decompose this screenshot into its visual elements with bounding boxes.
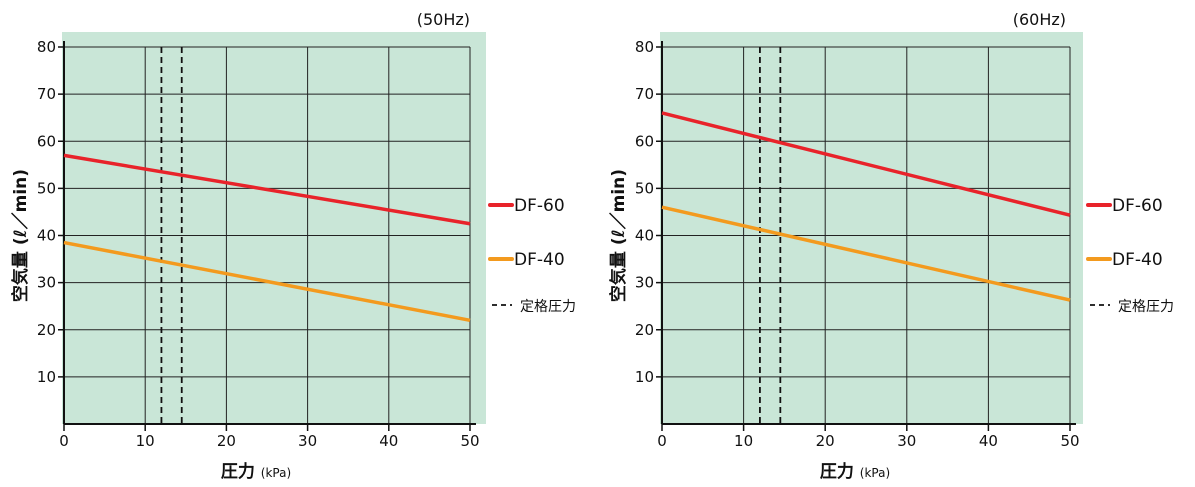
- legend-label: DF-60: [514, 196, 565, 216]
- x-tick-label: 30: [298, 432, 317, 450]
- x-tick-label: 10: [734, 432, 753, 450]
- legend-label: 定格圧力: [520, 299, 576, 315]
- y-tick-label: 70: [635, 85, 654, 103]
- legend-label: DF-40: [1112, 250, 1163, 270]
- chart-title: (60Hz): [1013, 10, 1066, 29]
- y-tick-label: 80: [37, 38, 56, 56]
- x-tick-label: 30: [897, 432, 916, 450]
- y-tick-label: 10: [37, 368, 56, 386]
- y-tick-label: 80: [635, 38, 654, 56]
- series-line-df-40: [63, 240, 471, 323]
- x-tick-label: 0: [59, 432, 69, 450]
- y-tick-label: 20: [37, 321, 56, 339]
- y-tick-label: 30: [635, 274, 654, 292]
- y-tick-label: 70: [37, 85, 56, 103]
- chart-50hz: 10 20 30 40 50 60 70 80 0 10 20 30 40 50 (50Hz) 空気量 (ℓ／…: [10, 10, 486, 482]
- legend-label: 定格圧力: [1118, 299, 1174, 315]
- chart-60hz: 10 20 30 40 50 60 70 80 0 10 20 30 40 50 (60Hz) 空気量 (ℓ／…: [608, 10, 1083, 482]
- x-tick-label: 50: [1060, 432, 1079, 450]
- x-axis-label: 圧力 (kPa): [221, 461, 291, 482]
- y-tick-label: 60: [635, 132, 654, 150]
- y-tick-label: 10: [635, 368, 654, 386]
- x-tick-label: 40: [379, 432, 398, 450]
- x-tick-label: 20: [217, 432, 236, 450]
- y-axis-label: 空気量 (ℓ／min): [10, 169, 31, 302]
- plot-area: [660, 32, 1083, 424]
- chart-title: (50Hz): [417, 10, 470, 29]
- series-line-df-60: [63, 153, 471, 226]
- y-tick-label: 50: [635, 179, 654, 197]
- series-line-df-60: [661, 111, 1071, 217]
- y-tick-label: 40: [635, 227, 654, 245]
- x-tick-label: 10: [136, 432, 155, 450]
- legend-label: DF-60: [1112, 196, 1163, 216]
- y-axis-label: 空気量 (ℓ／min): [608, 169, 629, 302]
- legend-50hz: DF-60 DF-40 定格圧力: [488, 196, 576, 315]
- y-tick-label: 60: [37, 132, 56, 150]
- series-line-df-40: [661, 205, 1071, 302]
- y-tick-label: 40: [37, 227, 56, 245]
- x-axis-label: 圧力 (kPa): [820, 461, 890, 482]
- x-tick-label: 20: [816, 432, 835, 450]
- y-tick-label: 20: [635, 321, 654, 339]
- y-tick-label: 30: [37, 274, 56, 292]
- legend-label: DF-40: [514, 250, 565, 270]
- x-tick-label: 40: [979, 432, 998, 450]
- x-tick-label: 0: [657, 432, 667, 450]
- x-tick-label: 50: [460, 432, 479, 450]
- y-tick-label: 50: [37, 179, 56, 197]
- legend-60hz: DF-60 DF-40 定格圧力: [1086, 196, 1174, 315]
- plot-area: [62, 32, 486, 424]
